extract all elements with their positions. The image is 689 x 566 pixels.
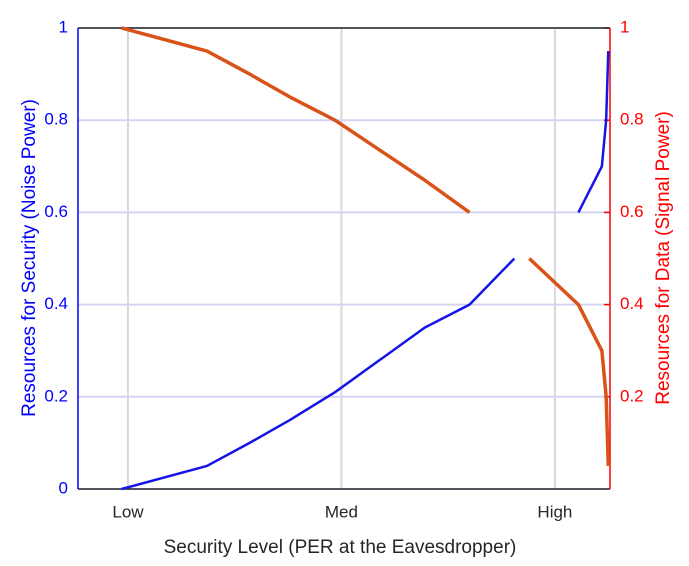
data-line: [121, 51, 610, 491]
x-tick-label: Low: [112, 502, 144, 521]
y-tick-label: 0.6: [44, 202, 68, 221]
y-tick-label: 0.2: [44, 386, 68, 405]
x-tick-label: High: [537, 502, 572, 521]
y2-tick-label: 0.2: [620, 386, 644, 405]
data-line: [121, 26, 611, 467]
y-tick-label: 0.4: [44, 294, 68, 313]
y-tick-label: 0.8: [44, 110, 68, 129]
y-tick-label: 1: [59, 17, 68, 36]
x-tick-label: Med: [325, 502, 358, 521]
y2-axis-label: Resources for Data (Signal Power): [653, 111, 674, 405]
x-axis-label: Security Level (PER at the Eavesdropper): [164, 537, 517, 558]
y2-tick-label: 0.8: [620, 110, 644, 129]
y2-tick-label: 1: [620, 17, 629, 36]
y2-tick-label: 0.6: [620, 202, 644, 221]
y2-tick-label: 0.4: [620, 294, 644, 313]
y-axis-label: Resources for Security (Noise Power): [19, 99, 40, 417]
y-tick-label: 0: [59, 478, 68, 497]
